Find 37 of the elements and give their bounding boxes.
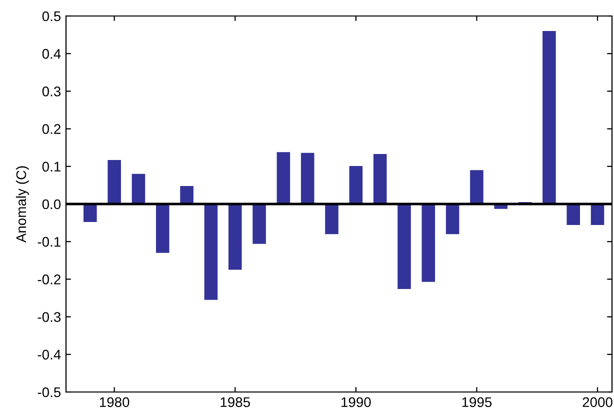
y-tick-label: 0.2 (42, 124, 60, 134)
bar (84, 204, 97, 222)
bar (108, 160, 121, 204)
y-tick-label: -0.1 (38, 236, 60, 247)
y-tick-label: 0.1 (42, 162, 60, 172)
x-tick-label: 1985 (220, 397, 250, 408)
y-tick-label: -0.2 (38, 274, 60, 284)
y-tick-label: 0.0 (42, 199, 61, 210)
bar (252, 204, 266, 244)
y-tick-label: -0.4 (38, 350, 61, 360)
bar (276, 152, 290, 204)
bar (228, 204, 242, 270)
bar (542, 31, 556, 204)
bar (204, 204, 218, 300)
bar (446, 204, 460, 234)
bar (422, 204, 436, 282)
bar (566, 204, 580, 226)
bar (156, 204, 170, 253)
y-tick-label: 0.4 (42, 48, 61, 59)
bar (325, 204, 338, 234)
bar (373, 154, 387, 204)
x-tick-label: 1990 (342, 397, 371, 408)
bar (398, 204, 411, 289)
y-tick-label: -0.5 (38, 387, 61, 398)
y-tick-label: -0.3 (38, 312, 61, 322)
x-tick-label: 1980 (100, 397, 130, 408)
bar (132, 174, 146, 204)
y-tick-label: 0.3 (42, 86, 61, 96)
bar (180, 186, 194, 204)
x-tick-label: 2000 (582, 397, 612, 408)
bar (590, 204, 604, 226)
x-tick-label: 1995 (462, 397, 492, 408)
y-axis-title: Anomaly (C) (16, 166, 29, 243)
bar (349, 166, 363, 204)
bar (300, 152, 314, 204)
bar (470, 170, 484, 204)
y-tick-label: 0.5 (42, 11, 61, 22)
